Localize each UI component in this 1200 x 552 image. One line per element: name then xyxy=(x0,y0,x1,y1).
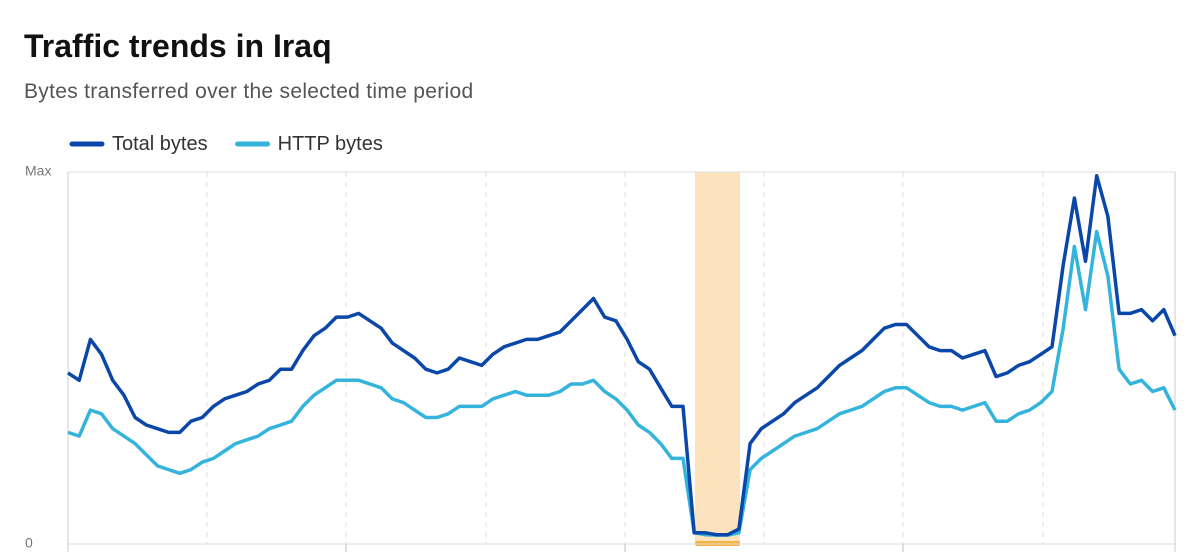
plot-frame xyxy=(67,172,1176,552)
highlight-band xyxy=(695,172,740,544)
y-tick-label: Max xyxy=(25,163,51,179)
legend-label: Total bytes xyxy=(112,133,208,155)
chart-title: Traffic trends in Iraq xyxy=(24,28,332,64)
y-tick-label: 0 xyxy=(25,535,33,551)
series-line xyxy=(67,229,1177,537)
chart-subtitle: Bytes transferred over the selected time… xyxy=(24,80,473,103)
series-line xyxy=(67,173,1177,537)
legend-label: HTTP bytes xyxy=(278,133,383,155)
x-ticks xyxy=(345,544,904,552)
x-grid xyxy=(206,172,1044,544)
